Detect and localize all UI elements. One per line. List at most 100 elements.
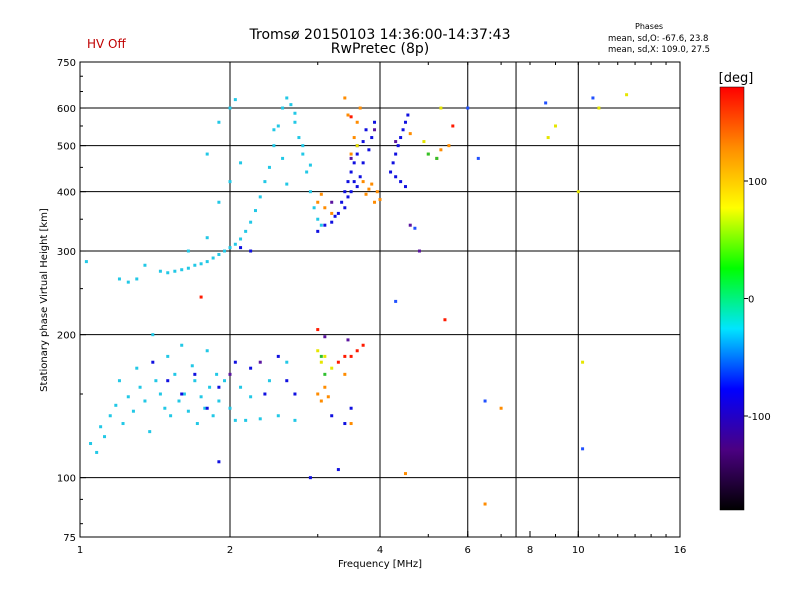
- data-point-orange: [330, 211, 334, 215]
- data-point-cyan: [239, 385, 243, 389]
- phases-x-stats: mean, sd,X: 109.0, 27.5: [608, 45, 711, 55]
- data-point-blue: [352, 180, 356, 184]
- data-point-orange: [358, 106, 362, 110]
- data-point-blue: [399, 136, 403, 140]
- data-point-cyan: [193, 263, 197, 267]
- data-point-blue: [285, 379, 289, 383]
- data-point-blue: [249, 366, 253, 370]
- colorbar-gradient: [719, 86, 745, 511]
- data-point-cyan: [217, 252, 221, 256]
- data-point-blue: [205, 406, 209, 410]
- data-point-cyan: [217, 120, 221, 124]
- data-point-cyan: [228, 180, 232, 184]
- data-point-cyan: [186, 249, 190, 253]
- data-point-blue: [394, 152, 398, 156]
- data-point-red: [199, 295, 203, 299]
- data-point-blue: [358, 175, 362, 179]
- data-point-blue: [403, 120, 407, 124]
- x-tick-label: 2: [227, 545, 233, 556]
- data-point-orange: [364, 192, 368, 196]
- data-point-orange: [323, 385, 327, 389]
- data-point-purple: [349, 156, 353, 160]
- data-point-purple: [323, 335, 327, 339]
- data-point-red: [349, 115, 353, 119]
- data-point-red: [349, 354, 353, 358]
- data-point-cyan: [169, 414, 173, 418]
- data-point-cyan: [89, 442, 93, 446]
- data-point-cyan: [135, 277, 139, 281]
- data-point-mixed: [394, 299, 398, 303]
- data-point-blue: [336, 468, 340, 472]
- data-point-blue: [346, 180, 350, 184]
- data-point-yellow: [546, 136, 550, 140]
- data-point-orange: [408, 132, 412, 136]
- data-point-green: [319, 354, 323, 358]
- data-point-cyan: [228, 246, 232, 250]
- data-point-cyan: [217, 200, 221, 204]
- data-point-blue: [336, 211, 340, 215]
- data-point-cyan: [293, 111, 297, 115]
- data-point-blue: [389, 170, 393, 174]
- data-point-cyan: [114, 403, 118, 407]
- data-point-orange: [352, 136, 356, 140]
- data-point-blue: [239, 246, 243, 250]
- data-point-orange: [316, 200, 320, 204]
- colorbar-unit-label: [deg]: [719, 71, 754, 86]
- data-point-cyan: [301, 144, 305, 148]
- data-point-yellow: [553, 124, 557, 128]
- data-point-cyan: [151, 333, 155, 337]
- data-point-cyan: [239, 237, 243, 241]
- data-point-cyan: [297, 136, 301, 140]
- data-point-cyan: [205, 349, 209, 353]
- data-point-cyan: [239, 161, 243, 165]
- data-point-cyan: [199, 262, 203, 266]
- data-point-cyan: [154, 379, 158, 383]
- data-point-purple: [346, 338, 350, 342]
- grid-lines: [80, 62, 680, 537]
- phases-o-stats: mean, sd,O: -67.6, 23.8: [608, 34, 709, 44]
- data-point-cyan: [143, 399, 147, 403]
- data-point-cyan: [186, 266, 190, 270]
- data-point-blue: [361, 161, 365, 165]
- data-point-blue: [330, 414, 334, 418]
- data-point-cyan: [166, 354, 170, 358]
- data-point-blue: [193, 372, 197, 376]
- colorbar-ticks: 100 0 -100: [744, 177, 771, 423]
- data-point-green: [323, 372, 327, 376]
- data-point-blue: [355, 185, 359, 189]
- data-point-blue: [323, 223, 327, 227]
- data-point-orange: [343, 372, 347, 376]
- data-point-cyan: [301, 152, 305, 156]
- data-point-cyan: [258, 195, 262, 199]
- data-point-blue: [308, 476, 312, 480]
- data-point-red: [316, 328, 320, 332]
- data-point-blue: [151, 360, 155, 364]
- y-axis-label: Stationary phase Virtual Height [km]: [39, 208, 50, 392]
- data-point-cyan: [135, 366, 139, 370]
- data-point-cyan: [244, 418, 248, 422]
- data-point-blue: [364, 128, 368, 132]
- data-point-cyan: [228, 106, 232, 110]
- data-point-cyan: [182, 392, 186, 396]
- data-point-red: [355, 349, 359, 353]
- data-point-blue: [343, 190, 347, 194]
- data-point-cyan: [84, 260, 88, 264]
- data-point-blue: [340, 200, 344, 204]
- data-point-orange: [499, 406, 503, 410]
- data-point-cyan: [205, 152, 209, 156]
- data-point-cyan: [272, 128, 276, 132]
- data-point-yellow: [439, 106, 443, 110]
- data-point-orange: [367, 187, 371, 191]
- x-tick-label: 6: [465, 545, 471, 556]
- data-point-cyan: [99, 425, 103, 429]
- data-point-cyan: [293, 120, 297, 124]
- data-point-cyan: [228, 406, 232, 410]
- data-point-cyan: [258, 417, 262, 421]
- data-point-cyan: [117, 277, 121, 281]
- data-point-cyan: [249, 395, 253, 399]
- data-point-cyan: [208, 385, 212, 389]
- data-point-blue: [401, 128, 405, 132]
- data-point-yellow: [319, 360, 323, 364]
- data-point-green: [426, 152, 430, 156]
- data-point-blue: [391, 161, 395, 165]
